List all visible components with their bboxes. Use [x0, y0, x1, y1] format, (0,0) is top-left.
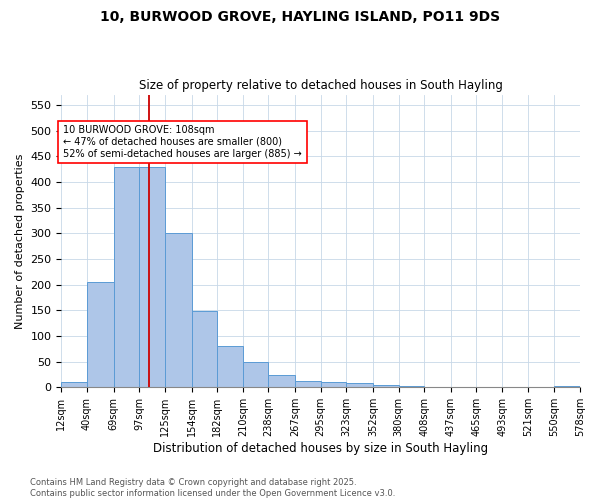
Bar: [554, 386, 580, 388]
Bar: [295, 381, 321, 388]
Bar: [346, 383, 373, 388]
Bar: [268, 374, 295, 388]
Text: 10, BURWOOD GROVE, HAYLING ISLAND, PO11 9DS: 10, BURWOOD GROVE, HAYLING ISLAND, PO11 …: [100, 10, 500, 24]
Y-axis label: Number of detached properties: Number of detached properties: [15, 154, 25, 328]
Title: Size of property relative to detached houses in South Hayling: Size of property relative to detached ho…: [139, 79, 503, 92]
X-axis label: Distribution of detached houses by size in South Hayling: Distribution of detached houses by size …: [153, 442, 488, 455]
Bar: [61, 382, 87, 388]
Bar: [451, 387, 476, 388]
Bar: [139, 168, 165, 388]
Bar: [113, 168, 139, 388]
Bar: [165, 233, 191, 388]
Bar: [373, 385, 398, 388]
Bar: [398, 386, 424, 388]
Bar: [321, 382, 346, 388]
Text: 10 BURWOOD GROVE: 108sqm
← 47% of detached houses are smaller (800)
52% of semi-: 10 BURWOOD GROVE: 108sqm ← 47% of detach…: [63, 126, 302, 158]
Bar: [243, 362, 268, 388]
Bar: [217, 346, 243, 388]
Bar: [87, 282, 113, 388]
Text: Contains HM Land Registry data © Crown copyright and database right 2025.
Contai: Contains HM Land Registry data © Crown c…: [30, 478, 395, 498]
Bar: [424, 387, 451, 388]
Bar: [191, 312, 217, 388]
